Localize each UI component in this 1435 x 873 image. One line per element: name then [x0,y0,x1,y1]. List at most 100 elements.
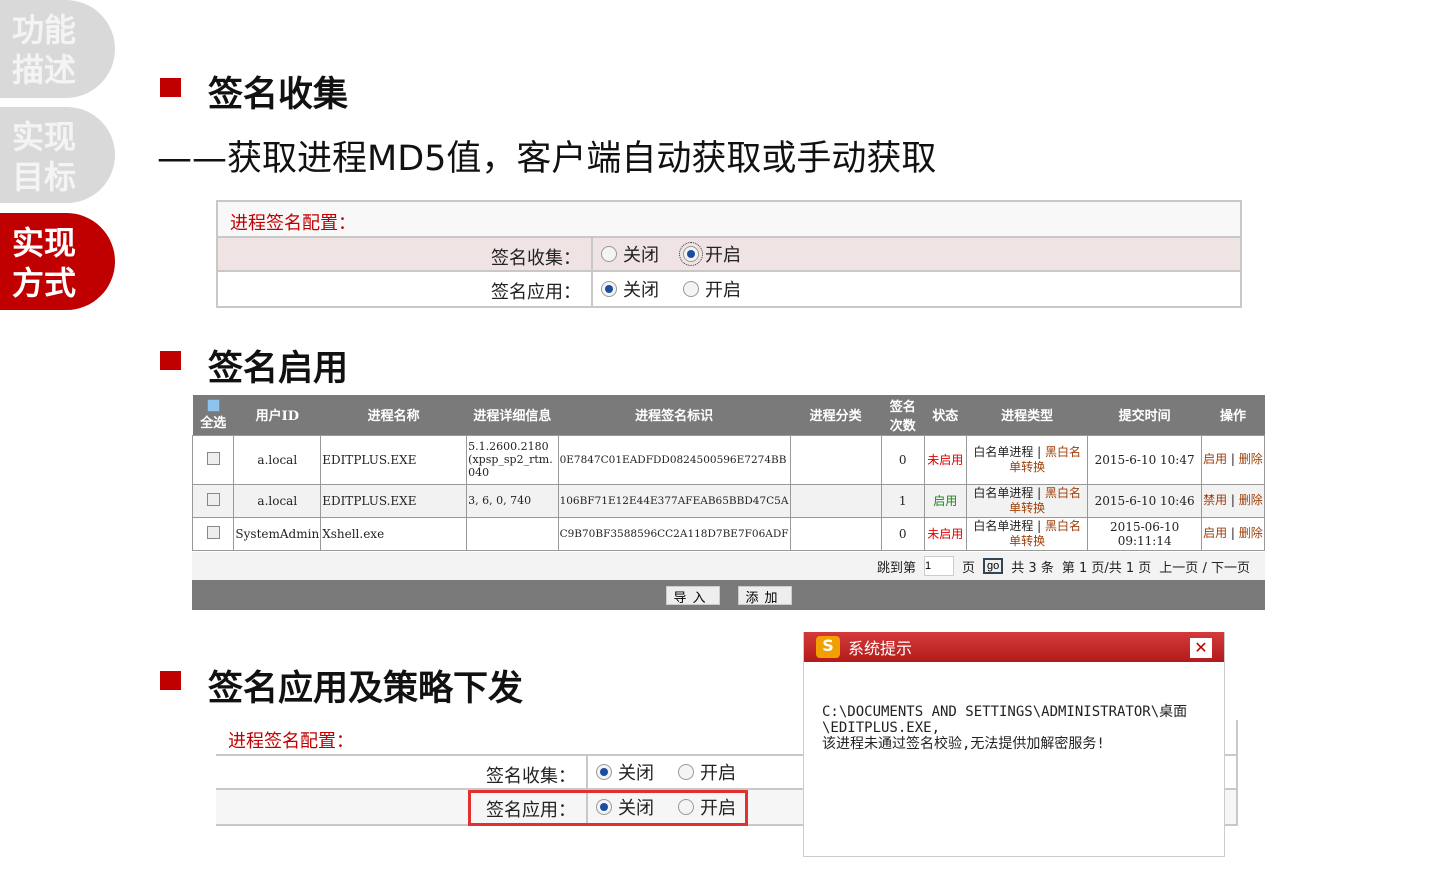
cell-time: 2015-6-10 10:47 [1087,434,1202,485]
cell-status: 未启用 [923,434,967,485]
cell-count: 1 [880,483,925,518]
radio-label: 开启 [700,763,736,784]
cell-type: 白名单进程 | 黑白名单转换 [965,516,1089,551]
cell-category [789,434,882,485]
select-all-checkbox[interactable] [206,398,220,412]
delete-link[interactable]: 删除 [1238,526,1263,540]
radio-on[interactable] [678,764,694,780]
config-row-collect: 签名收集： 关闭 开启 [218,238,1240,272]
pagination: 跳到第 页 go 共 3 条 第 1 页/共 1 页 上一页 / 下一页 [192,552,1265,580]
sidebar-tab-goal[interactable]: 实现目标 [0,107,115,203]
col-header: 签名次数 [881,395,925,435]
cell-detail: 5.1.2600.2180 (xpsp_sp2_rtm.040 [466,434,559,485]
section-title-collect: 签名收集 [208,75,349,115]
delete-link[interactable]: 删除 [1238,452,1263,466]
next-page-link[interactable]: 下一页 [1210,560,1250,576]
lock-s-icon: S [816,636,840,658]
convert-link[interactable]: 黑白名单转换 [1009,518,1082,548]
cell-process-name: EDITPLUS.EXE [320,434,468,485]
cell-actions: 启用 | 删除 [1200,516,1266,551]
type-label: 白名单进程 [973,518,1034,533]
tab-label: 实现方式 [12,224,77,302]
tab-label: 功能描述 [12,11,77,89]
add-button[interactable]: 添加 [737,585,792,605]
cell-time: 2015-06-10 09:11:14 [1087,516,1202,551]
message-line: 该进程未通过签名校验,无法提供加解密服务! [822,736,1105,752]
close-icon[interactable]: ✕ [1190,638,1212,658]
dialog-titlebar: S 系统提示 [804,632,1224,662]
sidebar-tab-function[interactable]: 功能描述 [0,0,115,98]
radio-label: 开启 [705,245,741,266]
section-subtitle: ——获取进程MD5值，客户端自动获取或手动获取 [157,139,937,179]
toggle-link[interactable]: 启用 [1203,526,1228,540]
message-line: \EDITPLUS.EXE, [822,720,941,736]
radio-on[interactable] [683,281,699,297]
cell-detail: 3, 6, 0, 740 [466,483,559,518]
config-header: 进程签名配置： [218,202,1240,238]
table-row: SystemAdmin Xshell.exe C9B70BF3588596CC2… [191,516,1266,551]
cell-user: SystemAdmin [233,516,322,551]
convert-link[interactable]: 黑白名单转换 [1009,444,1082,474]
page-info: 第 1 页/共 1 页 [1061,560,1152,576]
delete-link[interactable]: 删除 [1238,493,1263,507]
page-label: 页 [962,560,976,576]
prev-page-link[interactable]: 上一页 [1159,560,1199,576]
cell-status: 未启用 [923,516,967,551]
cell-actions: 启用 | 删除 [1200,434,1266,485]
radio-label: 开启 [705,280,741,301]
radio-off[interactable] [601,246,617,262]
toggle-link[interactable]: 禁用 [1203,493,1228,507]
col-header: 进程签名标识 [558,395,791,435]
radio-off[interactable] [596,764,612,780]
radio-on[interactable] [678,799,694,815]
cell-actions: 禁用 | 删除 [1200,483,1266,518]
row-checkbox-cell[interactable] [191,516,235,551]
dialog-message: C:\DOCUMENTS AND SETTINGS\ADMINISTRATOR\… [822,704,1187,752]
cell-category [789,483,882,518]
cell-time: 2015-6-10 10:46 [1087,483,1202,518]
sidebar-tab-implementation[interactable]: 实现方式 [0,213,115,310]
dialog-title: 系统提示 [848,639,913,658]
select-all-header[interactable]: 全选 [192,395,234,435]
radio-label: 关闭 [623,245,659,266]
row-checkbox[interactable] [206,492,220,506]
radio-on[interactable] [679,242,703,266]
go-button[interactable]: go [983,558,1004,574]
system-alert-dialog: S 系统提示 ✕ C:\DOCUMENTS AND SETTINGS\ADMINI… [803,632,1225,857]
separator: / [1202,560,1207,576]
cell-signature: 106BF71E12E44E377AFEAB65BBD47C5A [557,483,791,518]
table-row: a.local EDITPLUS.EXE 3, 6, 0, 740 106BF7… [191,483,1266,518]
row-checkbox-cell[interactable] [191,483,235,518]
cell-signature: C9B70BF3588596CC2A118D7BE7F06ADF [557,516,791,551]
cell-process-name: Xshell.exe [320,516,468,551]
row-label: 签名收集： [216,756,588,788]
cell-user: a.local [233,434,322,485]
table-row: a.local EDITPLUS.EXE 5.1.2600.2180 (xpsp… [191,434,1266,485]
type-label: 白名单进程 [973,485,1034,500]
bullet-icon [160,351,181,370]
bullet-icon [160,671,181,690]
row-checkbox[interactable] [206,451,220,465]
row-label: 签名应用： [216,790,588,824]
cell-signature: 0E7847C01EADFDD0824500596E7274BB [557,434,791,485]
cell-status: 启用 [923,483,967,518]
cell-type: 白名单进程 | 黑白名单转换 [965,434,1089,485]
col-header: 状态 [924,395,967,435]
page-input[interactable] [924,556,955,576]
radio-off[interactable] [596,799,612,815]
col-header: 进程分类 [790,395,882,435]
cell-category [789,516,882,551]
import-button[interactable]: 导入 [665,585,720,605]
cell-type: 白名单进程 | 黑白名单转换 [965,483,1089,518]
radio-label: 关闭 [618,798,654,819]
row-checkbox[interactable] [206,525,220,539]
jump-label: 跳到第 [877,560,917,576]
process-signature-table: 全选 用户ID 进程名称 进程详细信息 进程签名标识 进程分类 签名次数 状态 … [191,395,1266,551]
section-title-apply: 签名应用及策略下发 [208,669,524,709]
radio-off[interactable] [601,281,617,297]
total-count: 共 3 条 [1011,560,1054,576]
row-checkbox-cell[interactable] [191,434,235,485]
toggle-link[interactable]: 启用 [1203,452,1228,466]
convert-link[interactable]: 黑白名单转换 [1009,485,1082,515]
cell-user: a.local [233,483,322,518]
